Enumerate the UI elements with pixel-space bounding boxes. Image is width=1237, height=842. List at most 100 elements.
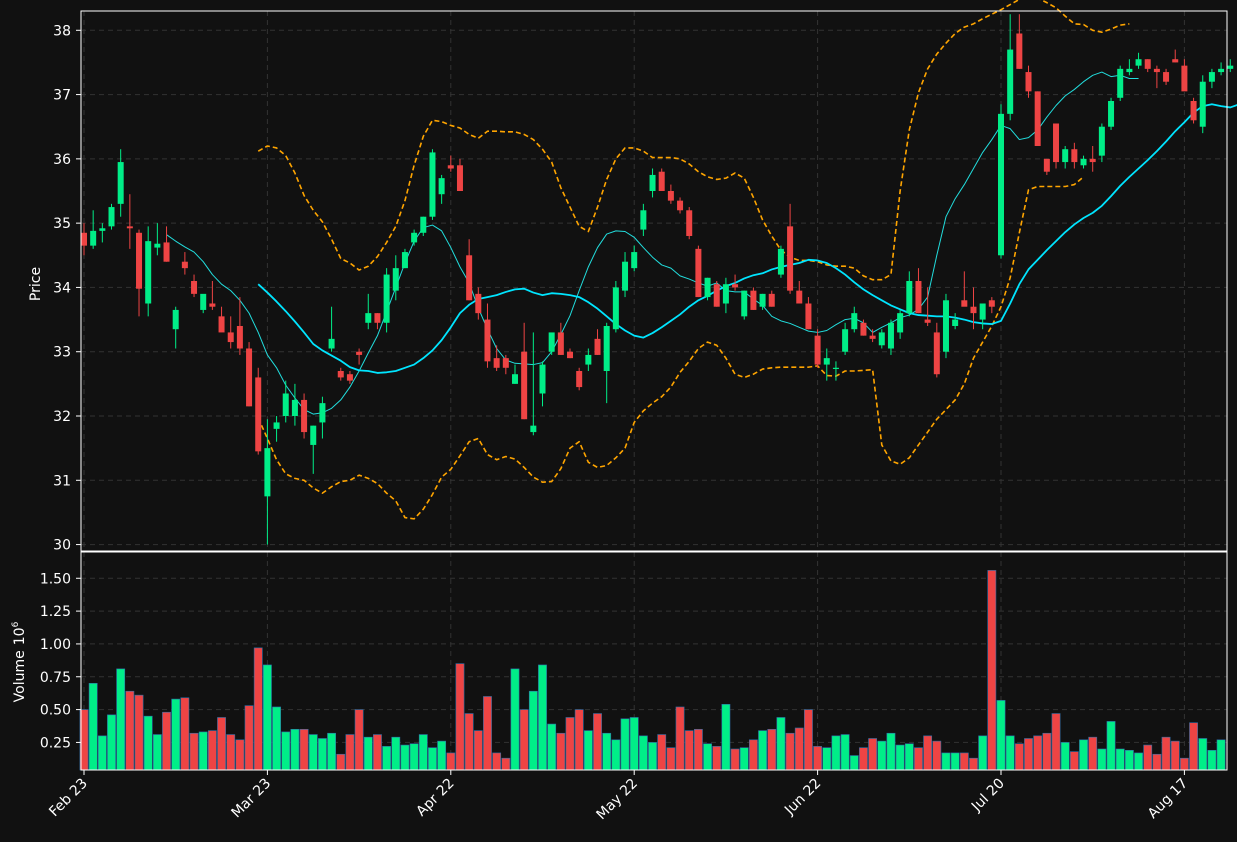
candle-body <box>236 326 243 349</box>
candle-body <box>988 300 995 307</box>
candle-body <box>1007 49 1014 114</box>
candle-body <box>319 403 326 423</box>
candle-body <box>264 448 271 497</box>
candle-body <box>1089 158 1096 163</box>
volume-tick-label: 0.75 <box>40 670 71 686</box>
volume-axis-label-text: Volume <box>12 650 28 702</box>
candle-body <box>1025 72 1032 92</box>
volume-bar <box>373 734 382 771</box>
candle-body <box>346 374 353 381</box>
candle-body <box>1144 59 1151 69</box>
volume-bar <box>703 743 712 771</box>
candle-body <box>759 293 766 307</box>
volume-bar <box>721 704 731 771</box>
candle-body <box>906 281 913 314</box>
volume-bar <box>189 732 199 771</box>
price-tick-label: 35 <box>53 216 71 232</box>
candle-body <box>1117 68 1124 98</box>
candle-body <box>998 113 1004 256</box>
candle-body <box>585 354 592 365</box>
long-moving-average-line <box>257 103 1237 374</box>
volume-bar <box>950 752 960 771</box>
volume-bar <box>629 717 639 771</box>
candle-body <box>732 284 739 288</box>
volume-bar <box>519 709 529 771</box>
candle-body <box>667 191 674 201</box>
candle-body <box>695 248 702 298</box>
candle-body <box>878 332 885 346</box>
candle-body <box>181 261 188 269</box>
candle-body <box>108 207 115 227</box>
volume-bar <box>143 715 153 771</box>
volume-bar <box>1180 757 1189 771</box>
candle-body <box>796 290 803 304</box>
volume-bar <box>1005 735 1015 771</box>
candle-body <box>337 371 344 378</box>
candle-body <box>429 152 436 217</box>
volume-bar <box>162 711 171 771</box>
candle-body <box>622 261 629 291</box>
volume-axis-label: Volume 106 <box>11 621 28 702</box>
volume-panel-frame <box>80 551 1228 771</box>
candle-body <box>805 303 812 330</box>
candle-body <box>456 165 463 191</box>
volume-bar <box>602 732 612 771</box>
candle-body <box>658 171 665 191</box>
candle-body <box>163 242 170 262</box>
candle-body <box>750 290 757 310</box>
volume-bar <box>1060 742 1070 771</box>
volume-panel: 0.25 0.50 0.75 1.00 1.25 1.50 Volume 106 <box>11 551 1228 771</box>
volume-bar <box>1024 738 1033 771</box>
candle-body <box>374 313 381 323</box>
volume-bar <box>1143 744 1153 771</box>
candle-body <box>246 348 253 407</box>
candle-body <box>365 313 372 323</box>
volume-bar <box>1069 751 1079 771</box>
volume-bar <box>978 735 988 771</box>
volume-bar <box>877 740 887 771</box>
volume-bar <box>794 727 804 771</box>
candle-body <box>530 425 537 433</box>
candle-body <box>356 351 363 355</box>
volume-bar <box>409 743 419 771</box>
volume-bar <box>785 732 795 771</box>
price-axis-label: Price <box>28 267 44 301</box>
volume-bar <box>693 728 703 771</box>
volume-bar <box>1079 739 1088 771</box>
volume-grid <box>81 552 1227 770</box>
volume-bar <box>831 735 841 771</box>
price-tick-label: 32 <box>53 409 71 425</box>
candle-body <box>823 358 830 365</box>
candle-body <box>539 364 546 394</box>
volume-bar <box>849 755 859 771</box>
volume-bar <box>1124 750 1134 771</box>
candle-body <box>677 200 684 211</box>
candle-body <box>1163 72 1170 82</box>
candle-body <box>401 252 408 269</box>
price-tick-label: 30 <box>53 538 71 554</box>
volume-bar <box>730 748 740 771</box>
volume-bar <box>657 734 667 771</box>
volume-bar <box>382 746 392 771</box>
candle-body <box>887 322 894 349</box>
volume-bar <box>620 718 630 771</box>
volume-bar <box>932 740 942 771</box>
volume-bar <box>391 736 401 771</box>
volume-bar <box>538 664 547 771</box>
volume-axis-label-exponent: 6 <box>11 621 21 627</box>
volume-bar <box>749 739 758 771</box>
volume-bar <box>1161 736 1171 771</box>
candle-body <box>484 319 491 362</box>
volume-axis-label-scale: 10 <box>12 627 28 645</box>
volume-bar <box>262 664 272 771</box>
volume-bar <box>987 570 997 771</box>
candle-body <box>961 300 968 307</box>
candle-body <box>640 210 647 230</box>
price-panel-frame <box>80 10 1228 552</box>
volume-bar <box>483 696 492 771</box>
candle-body <box>576 371 583 388</box>
candle-body <box>81 232 87 246</box>
candle-body <box>713 284 720 307</box>
candle-body <box>1135 59 1142 66</box>
volume-bar <box>97 735 107 771</box>
